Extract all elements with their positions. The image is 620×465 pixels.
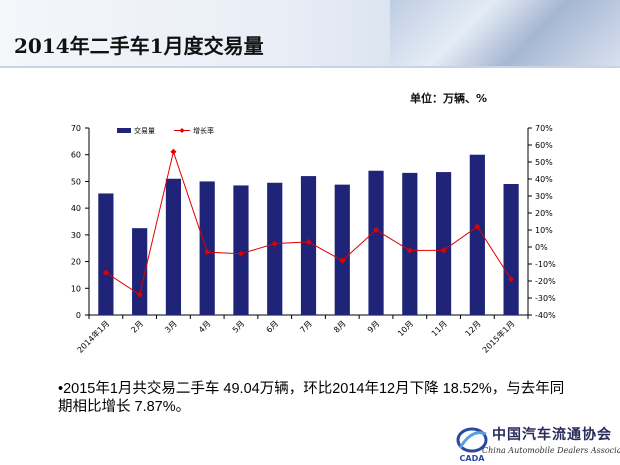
y-tick-label-left: 60 <box>71 151 81 160</box>
header-divider <box>0 66 620 68</box>
legend-label-line: 增长率 <box>193 126 214 135</box>
y-tick-label-right: 40% <box>535 175 553 184</box>
growth-rate-point <box>204 249 211 256</box>
header-decoration <box>390 0 620 68</box>
y-tick-label-left: 70 <box>71 124 81 133</box>
x-tick-label: 4月 <box>197 319 213 335</box>
x-tick-label: 6月 <box>265 319 281 335</box>
growth-rate-point <box>339 257 346 264</box>
bar-line-chart: 0 10 20 30 40 50 60 70 70% 60% 50% 40% 30% 20% 10% 0% -1… <box>71 124 556 355</box>
y-tick-label-left: 20 <box>71 258 81 267</box>
growth-rate-point <box>170 148 177 155</box>
bar <box>503 183 519 315</box>
x-tick-label: 3月 <box>163 319 179 335</box>
x-tick-label: 2月 <box>129 319 145 335</box>
cada-logo-icon: CADA <box>456 427 488 463</box>
bar <box>469 154 485 315</box>
bar <box>267 182 283 315</box>
growth-rate-point <box>237 250 244 257</box>
y-tick-label-right: -30% <box>535 294 556 303</box>
y-tick-label-right: -10% <box>535 260 556 269</box>
y-tick-label-right: 10% <box>535 226 553 235</box>
bar <box>402 172 418 315</box>
cada-logo: CADA 中国汽车流通协会 China Automobile Dealers A… <box>452 420 620 465</box>
x-tick-label: 11月 <box>430 319 449 338</box>
x-tick-label: 2014年1月 <box>75 318 111 354</box>
growth-rate-point <box>305 238 312 245</box>
x-tick-label: 2015年1月 <box>480 318 516 354</box>
header-banner: 2014年二手车1月度交易量 <box>0 0 620 68</box>
growth-rate-point <box>508 276 515 283</box>
y-tick-label-right: 60% <box>535 141 553 150</box>
y-tick-label-right: 70% <box>535 124 553 133</box>
y-tick-label-right: 50% <box>535 158 553 167</box>
x-tick-label: 8月 <box>332 319 348 335</box>
unit-label: 单位：万辆、% <box>410 92 488 105</box>
y-tick-label-left: 40 <box>71 204 81 213</box>
growth-rate-point <box>373 227 380 233</box>
growth-rate-point <box>102 269 109 276</box>
bar <box>199 181 215 315</box>
bar <box>98 193 114 315</box>
bar <box>233 185 249 315</box>
y-tick-label-left: 50 <box>71 177 81 186</box>
growth-rate-point <box>136 291 143 298</box>
logo-english-name: China Automobile Dealers Association <box>482 446 620 455</box>
bar <box>165 178 182 315</box>
growth-rate-point <box>474 223 481 230</box>
y-tick-label-left: 0 <box>76 311 81 320</box>
x-tick-label: 12月 <box>464 319 483 338</box>
x-tick-label: 9月 <box>366 319 382 335</box>
y-tick-label-left: 10 <box>71 284 81 293</box>
bar <box>368 170 384 315</box>
bar <box>132 228 148 315</box>
x-tick-label: 10月 <box>396 319 415 338</box>
legend-marker-line <box>179 128 185 133</box>
y-tick-label-right: -40% <box>535 311 556 320</box>
y-tick-label-right: 30% <box>535 192 553 201</box>
logo-mark-text: CADA <box>460 454 486 463</box>
legend-label-bar: 交易量 <box>134 126 155 135</box>
y-tick-label-left: 30 <box>71 231 81 240</box>
growth-rate-point <box>271 240 278 247</box>
x-tick-label: 5月 <box>231 319 247 335</box>
y-tick-label-right: 20% <box>535 209 553 218</box>
growth-rate-point <box>440 247 447 254</box>
y-tick-label-right: 0% <box>535 243 548 252</box>
bar <box>334 184 350 315</box>
growth-rate-point <box>406 247 413 254</box>
page-title: 2014年二手车1月度交易量 <box>14 34 264 58</box>
bar <box>300 176 317 315</box>
y-tick-label-right: -20% <box>535 277 556 286</box>
logo-chinese-name: 中国汽车流通协会 <box>492 427 612 443</box>
x-tick-label: 7月 <box>298 319 314 335</box>
bar <box>435 172 452 315</box>
summary-text: •2015年1月共交易二手车 49.04万辆，环比2014年12月下降 18.5… <box>58 381 565 415</box>
legend-swatch-bar <box>117 128 131 133</box>
